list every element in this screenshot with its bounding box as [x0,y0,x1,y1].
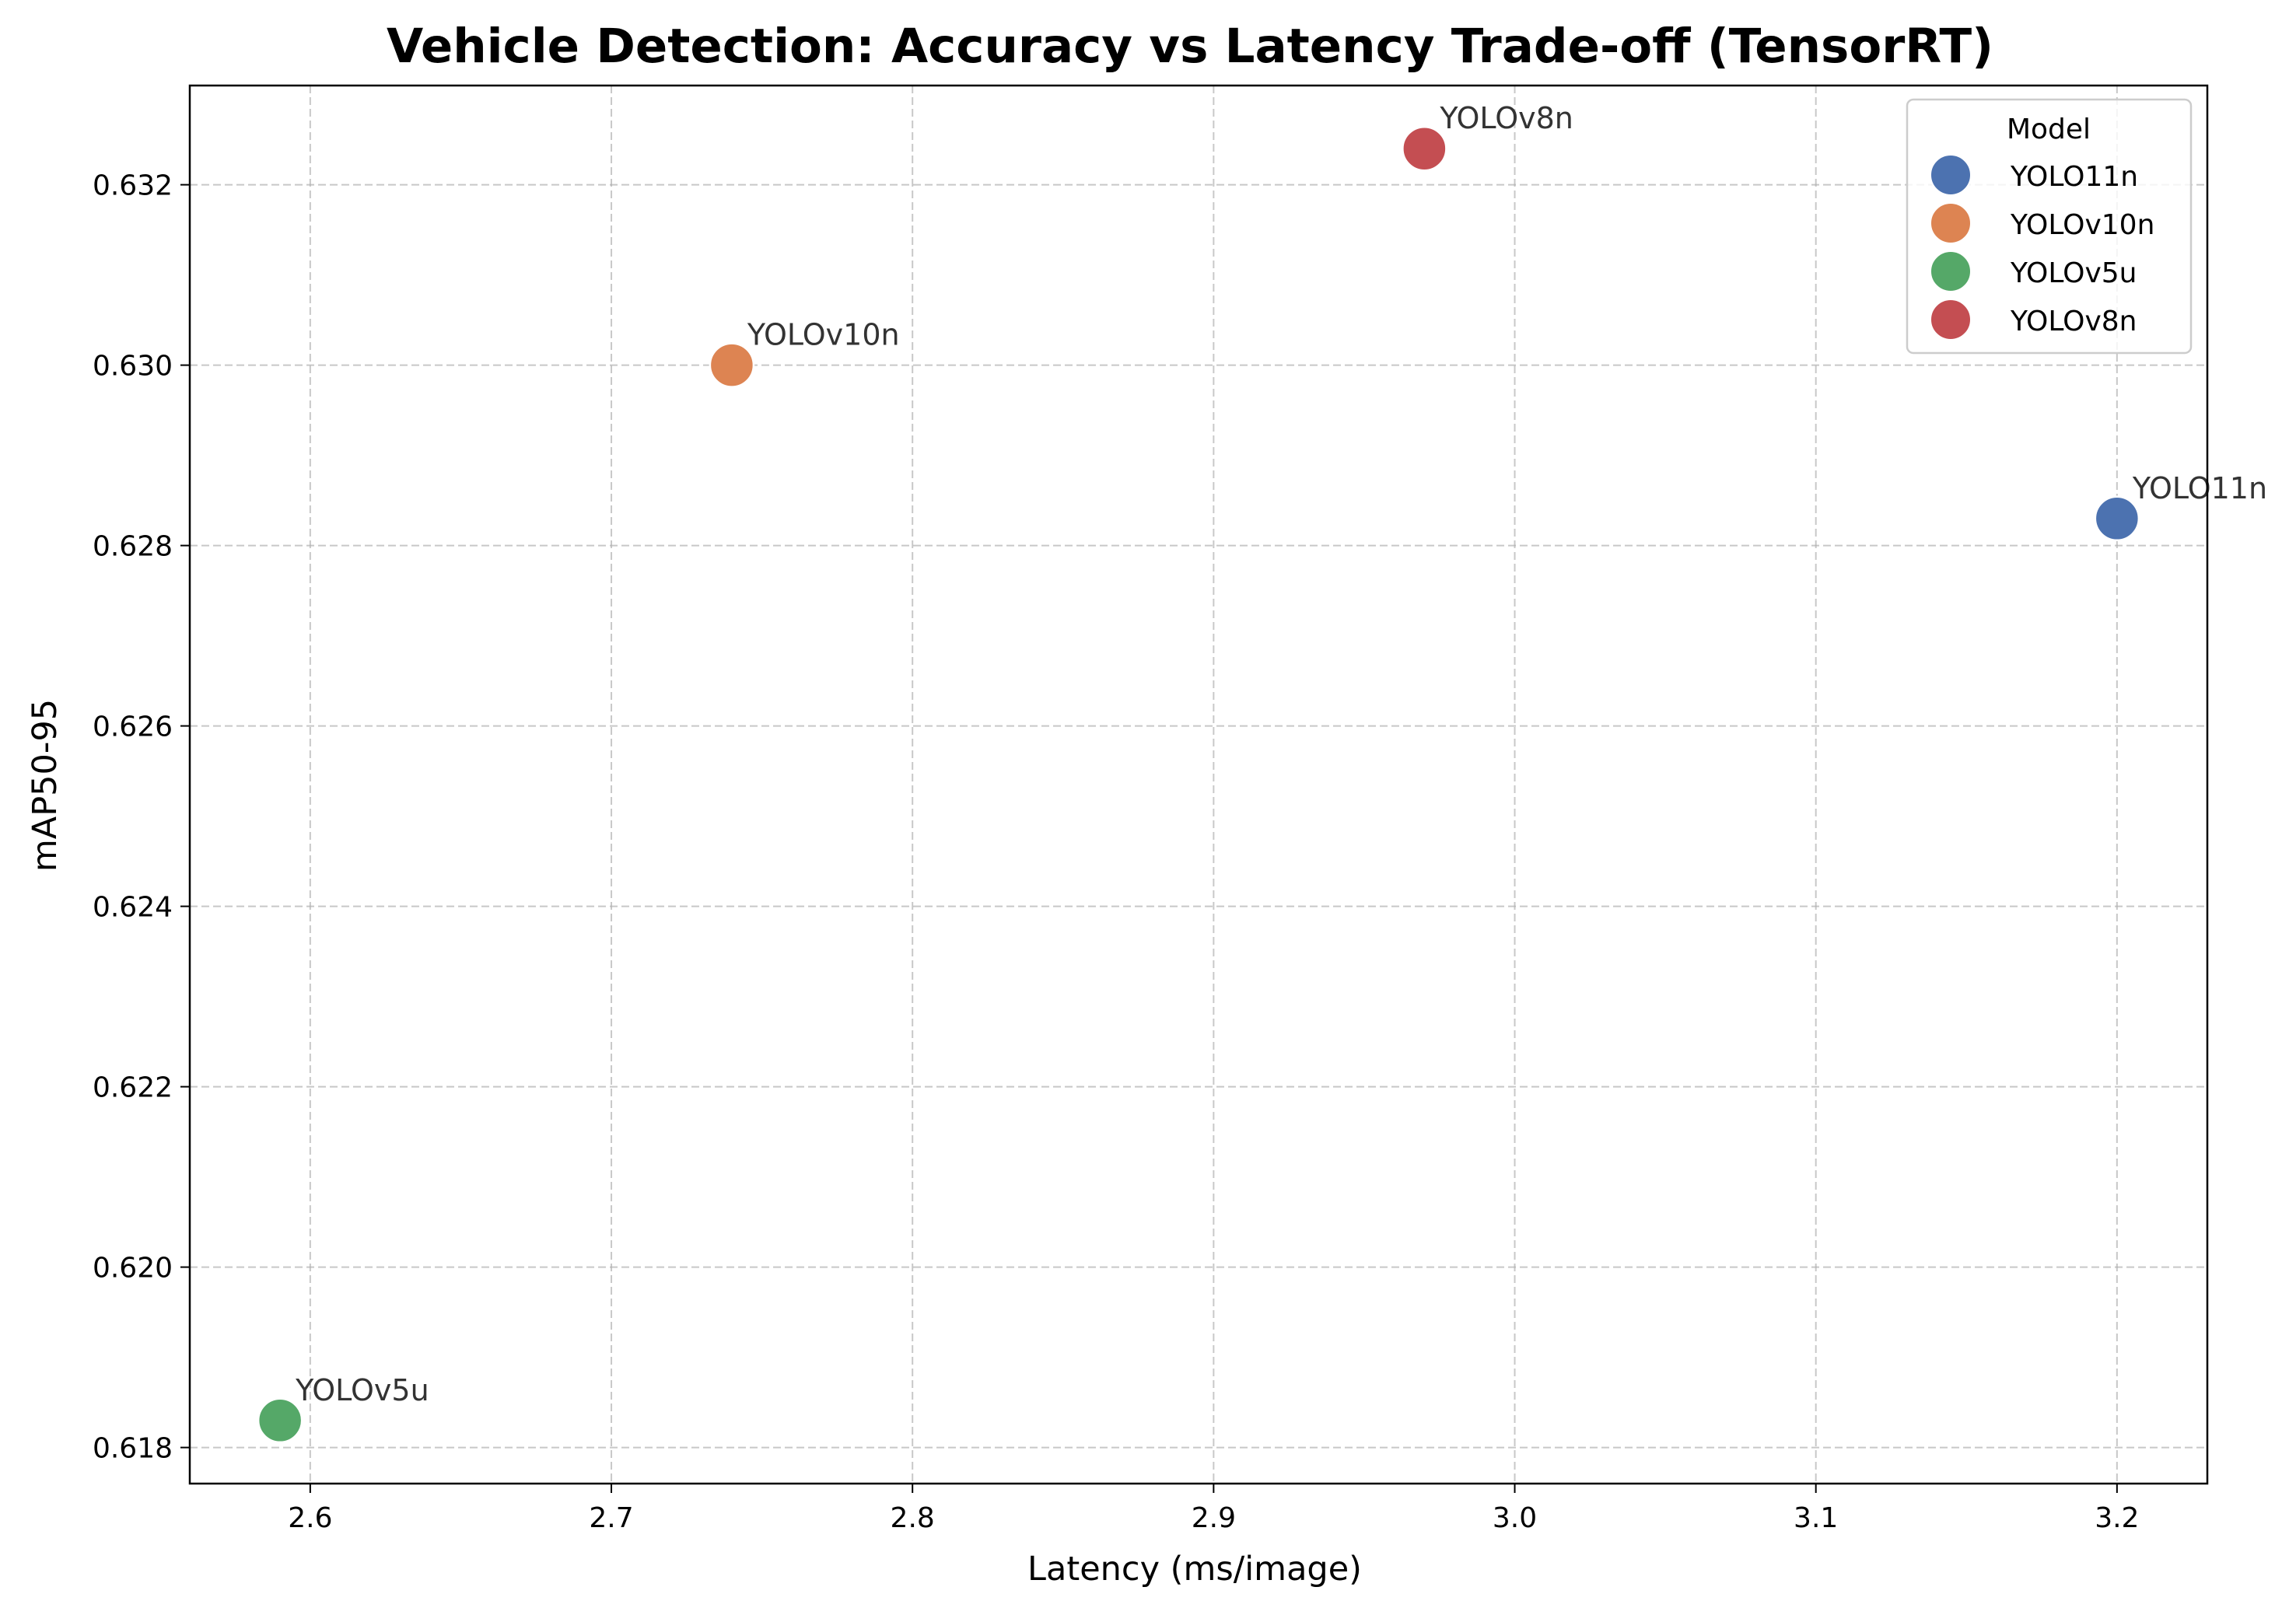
data-point [1402,125,1447,172]
data-points [257,125,2140,1444]
point-label: YOLOv8n [1439,101,1573,135]
x-tick-label: 2.8 [891,1502,935,1534]
legend-marker [1930,154,1972,196]
legend: Model YOLO11n YOLOv10n YOLOv5u YOLOv8n [1906,98,2193,355]
legend-marker [1930,299,1972,341]
y-tick-label: 0.632 [93,170,173,202]
x-tick-label: 3.0 [1493,1502,1537,1534]
chart-title: Vehicle Detection: Accuracy vs Latency T… [387,19,1993,74]
point-label: YOLO11n [2132,471,2267,505]
y-tick-label: 0.618 [93,1433,173,1465]
y-tick-label: 0.620 [93,1253,173,1285]
axis-ticks: 2.6 2.7 2.8 2.9 3.0 3.1 3.2 0.618 0.620 0.622 0.62… [93,170,2140,1534]
point-labels: YOLO11n YOLOv10n YOLOv5u YOLOv8n [295,101,2267,1407]
y-tick-label: 0.624 [93,892,173,924]
y-tick-label: 0.622 [93,1072,173,1104]
x-tick-label: 3.1 [1794,1502,1838,1534]
x-tick-label: 2.6 [288,1502,332,1534]
y-tick-label: 0.630 [93,351,173,383]
data-point [709,342,755,388]
y-tick-label: 0.628 [93,531,173,563]
legend-marker [1930,250,1972,292]
x-tick-label: 2.7 [589,1502,633,1534]
legend-title: Model [2007,114,2091,145]
data-point [2094,495,2140,542]
y-tick-label: 0.626 [93,711,173,743]
x-tick-label: 3.2 [2095,1502,2139,1534]
grid-lines [190,86,2207,1484]
y-axis-label: mAP50-95 [26,699,65,872]
plot-area-frame [188,84,2209,1485]
legend-marker [1930,202,1972,244]
point-label: YOLOv5u [295,1373,429,1407]
legend-entry: YOLOv5u [2010,257,2137,289]
x-axis-label: Latency (ms/image) [1027,1550,1362,1589]
legend-entry: YOLO11n [2010,161,2138,193]
legend-entry: YOLOv8n [2010,306,2137,337]
x-tick-label: 2.9 [1192,1502,1236,1534]
legend-box [1906,98,2193,355]
point-label: YOLOv10n [747,318,900,352]
legend-entry: YOLOv10n [2010,209,2154,241]
data-point [257,1397,303,1444]
